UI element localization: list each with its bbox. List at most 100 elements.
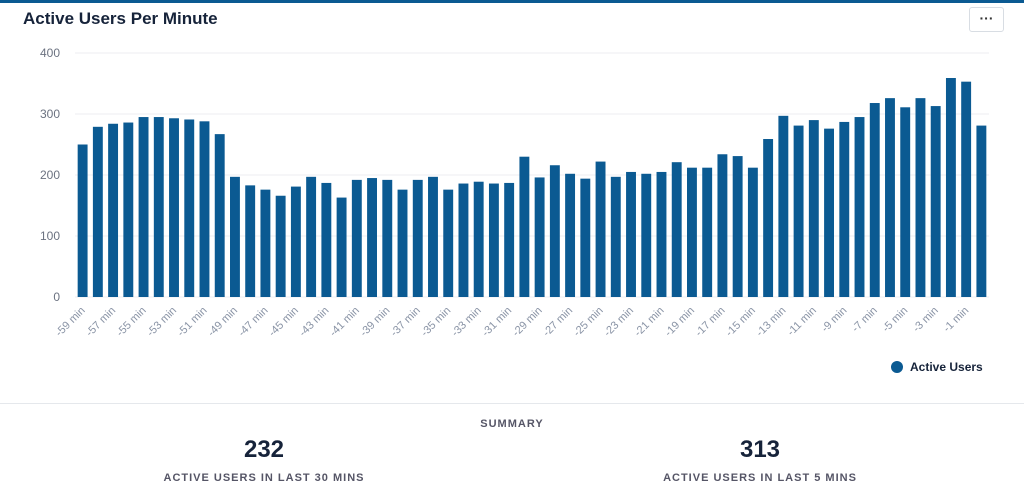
more-options-button[interactable]: ··· (969, 7, 1004, 32)
bar (626, 171, 636, 297)
bar (702, 167, 713, 297)
bar (336, 197, 347, 297)
x-tick-label: -3 min (911, 305, 941, 335)
legend[interactable]: Active Users (891, 360, 983, 374)
bar (229, 176, 240, 297)
x-tick-label: -53 min (145, 305, 179, 339)
x-tick-label: -5 min (880, 305, 910, 335)
x-tick-label: -55 min (114, 305, 148, 339)
x-tick-label: -49 min (206, 305, 240, 339)
bar (610, 176, 621, 297)
bar (153, 117, 164, 297)
x-tick-label: -21 min (632, 305, 666, 339)
bar (382, 179, 393, 297)
x-tick-label: -43 min (297, 305, 331, 339)
bar (306, 176, 317, 297)
chart-title: Active Users Per Minute (23, 9, 218, 28)
bar (961, 81, 972, 297)
bar (245, 185, 256, 297)
bar (732, 156, 743, 297)
x-tick-label: -33 min (449, 305, 483, 339)
x-tick-label: -27 min (541, 305, 575, 339)
bar (747, 167, 758, 297)
x-tick-label: -17 min (693, 305, 727, 339)
x-tick-label: -1 min (941, 305, 971, 335)
bar (641, 173, 652, 297)
x-tick-label: -59 min (53, 305, 87, 339)
summary-heading: SUMMARY (480, 418, 544, 430)
bar (458, 183, 469, 297)
y-tick-label: 0 (53, 290, 60, 304)
bar (534, 177, 545, 297)
bar (869, 103, 880, 298)
bar (488, 183, 499, 297)
bar (671, 162, 682, 297)
x-tick-label: -45 min (267, 305, 301, 339)
top-accent-bar (0, 0, 1024, 3)
x-tick-label: -23 min (602, 305, 636, 339)
bar (885, 98, 895, 297)
bar-chart: 0 100 200 300 400 -59 min-57 min-55 min-53 mi… (40, 46, 989, 339)
x-tick-label: -19 min (663, 305, 697, 339)
bar (123, 122, 134, 297)
x-tick-label: -41 min (328, 305, 362, 339)
legend-label: Active Users (910, 360, 983, 374)
stat-value: 313 (739, 436, 781, 463)
x-tick-label: -15 min (724, 305, 758, 339)
bar (504, 182, 515, 297)
bar (260, 189, 271, 297)
stat-label: ACTIVE USERS IN LAST 30 MINS (163, 472, 365, 484)
bar (839, 121, 850, 298)
bar (92, 126, 103, 297)
bar (138, 117, 149, 297)
x-tick-label: -7 min (850, 305, 880, 335)
bar (793, 125, 804, 297)
bar (169, 118, 179, 298)
x-tick-label: -35 min (419, 305, 453, 339)
bar (595, 161, 606, 297)
bar (976, 125, 987, 297)
bar (397, 189, 408, 297)
bar (565, 173, 576, 297)
bar (519, 156, 530, 297)
bar (778, 115, 789, 297)
x-tick-label: -25 min (571, 305, 605, 339)
bar (199, 121, 210, 297)
y-tick-label: 400 (40, 46, 60, 60)
x-tick-label: -11 min (785, 305, 819, 339)
x-tick-label: -47 min (236, 305, 270, 339)
divider (0, 403, 1024, 404)
stat-value: 232 (243, 436, 285, 463)
x-tick-label: -37 min (388, 305, 422, 339)
bar (214, 134, 225, 297)
bar (717, 154, 728, 297)
y-tick-label: 300 (40, 107, 60, 121)
bar (321, 182, 332, 297)
bar (763, 139, 774, 297)
bar (808, 120, 819, 297)
y-tick-label: 200 (40, 168, 60, 182)
x-tick-label: -57 min (84, 305, 118, 339)
x-tick-label: -31 min (480, 305, 514, 339)
bar (473, 181, 484, 297)
bar (77, 144, 88, 297)
x-tick-label: -9 min (819, 305, 849, 335)
bar (184, 119, 195, 298)
bar (367, 178, 378, 297)
stat-label: ACTIVE USERS IN LAST 5 MINS (663, 472, 857, 484)
bar (854, 117, 865, 297)
bar (656, 171, 667, 297)
bar (945, 78, 956, 297)
bar (351, 179, 362, 297)
bar (824, 128, 835, 297)
x-tick-label: -39 min (358, 305, 392, 339)
stat-last-5: 313 ACTIVE USERS IN LAST 5 MINS (610, 436, 910, 484)
bar (412, 179, 423, 297)
bar (915, 98, 926, 297)
bar (900, 107, 911, 297)
bar (443, 189, 454, 297)
bar (686, 167, 697, 297)
x-tick-label: -29 min (510, 305, 544, 339)
bar (290, 186, 301, 297)
bar (930, 106, 941, 297)
